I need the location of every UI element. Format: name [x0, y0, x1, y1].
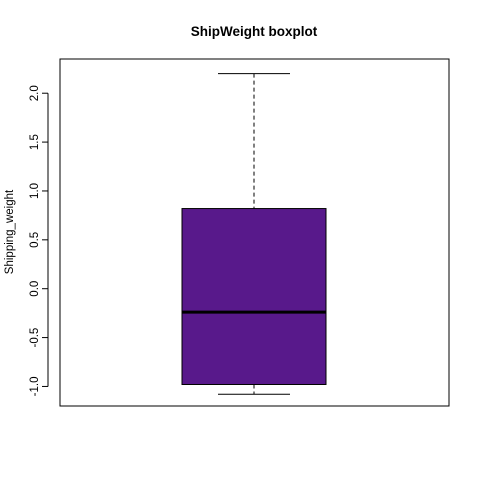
y-tick-label: 1.5: [29, 134, 41, 150]
chart-title: ShipWeight boxplot: [191, 24, 318, 39]
y-tick-label: 0.0: [29, 281, 41, 297]
plot-frame: [59, 58, 450, 407]
y-tick-label: 0.5: [29, 232, 41, 248]
iqr-box: [181, 208, 327, 385]
y-tick-label: -1.0: [29, 377, 41, 397]
box-group: [181, 73, 327, 395]
y-axis: -1.0 -0.5 0.0 0.5 1.0 1.5 2.0: [29, 85, 49, 397]
y-tick-label: 2.0: [29, 85, 41, 101]
y-axis-label: Shipping_weight: [4, 189, 16, 274]
y-tick-label: 1.0: [29, 183, 41, 199]
y-tick-label: -0.5: [29, 328, 41, 348]
